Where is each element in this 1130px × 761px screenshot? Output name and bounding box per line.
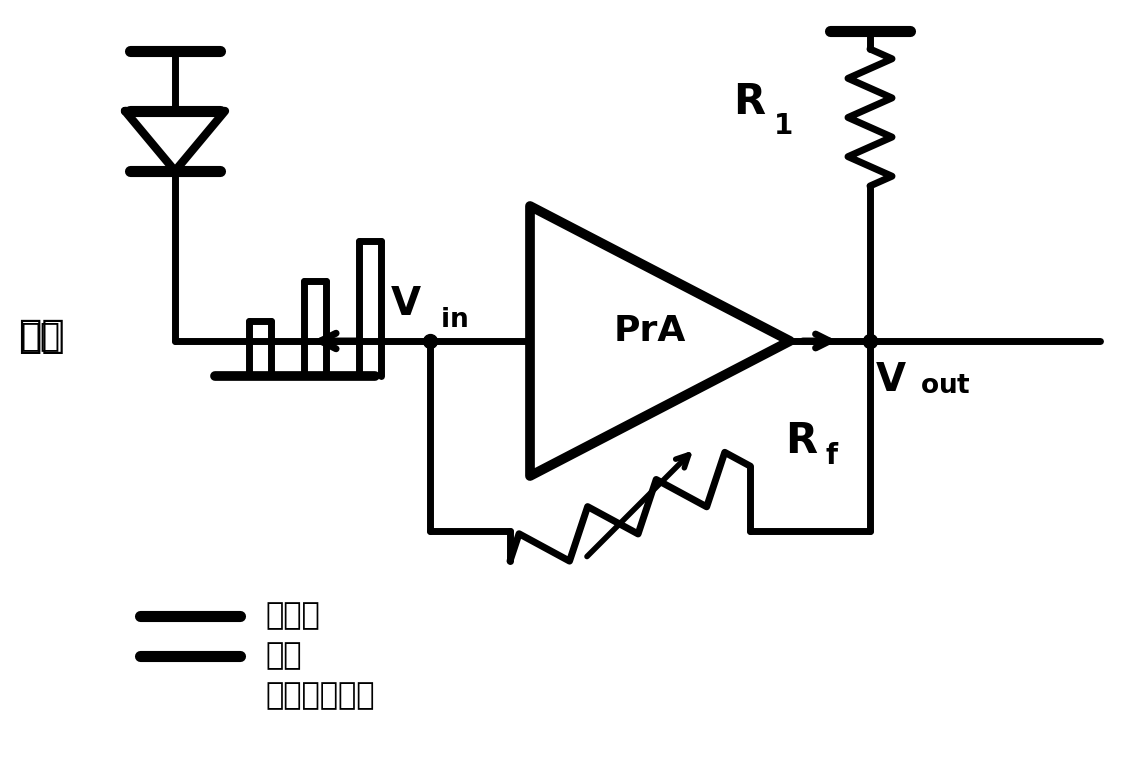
Text: 输入: 输入 xyxy=(20,320,60,352)
Text: $\mathbf{R}$: $\mathbf{R}$ xyxy=(785,420,818,462)
Text: $\mathbf{R}$: $\mathbf{R}$ xyxy=(733,81,766,123)
Text: $\mathbf{out}$: $\mathbf{out}$ xyxy=(920,373,971,399)
Text: 输入: 输入 xyxy=(18,317,64,355)
Text: $\mathbf{f}$: $\mathbf{f}$ xyxy=(825,442,840,470)
Text: $\mathbf{1}$: $\mathbf{1}$ xyxy=(773,112,792,139)
Text: $\mathbf{V}$: $\mathbf{V}$ xyxy=(390,285,421,323)
Text: $\mathbf{V}$: $\mathbf{V}$ xyxy=(875,361,907,399)
Text: PrA: PrA xyxy=(614,314,686,348)
Text: $\mathbf{in}$: $\mathbf{in}$ xyxy=(440,307,468,333)
Text: 暗电流: 暗电流 xyxy=(266,601,320,631)
Text: 信号直流成分: 信号直流成分 xyxy=(266,682,374,711)
Text: 信号: 信号 xyxy=(266,642,302,670)
